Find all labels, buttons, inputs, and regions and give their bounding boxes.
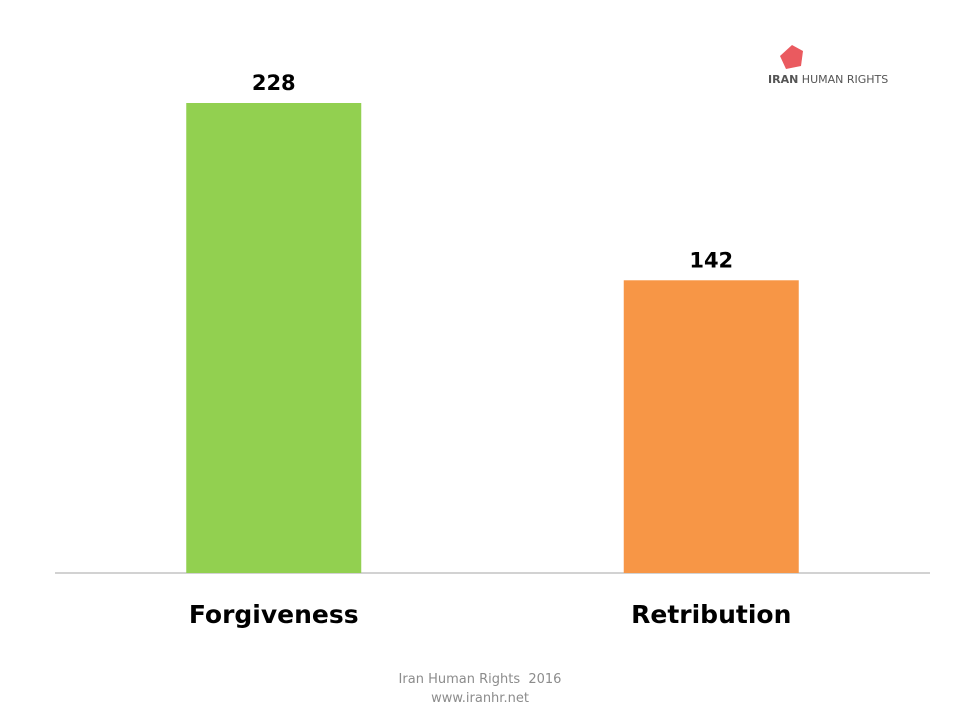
x-tick-label: Forgiveness [189,600,359,629]
data-label: 142 [689,248,733,272]
logo-mark [780,45,803,69]
footer-line: www.iranhr.net [431,691,529,706]
logo-text: IRAN HUMAN RIGHTS [768,73,888,86]
logo-rest: HUMAN RIGHTS [802,73,888,86]
bar [623,280,799,573]
x-tick-label: Retribution [631,600,791,629]
logo-bold: IRAN [768,73,798,86]
data-label: 228 [252,71,296,95]
bar [186,103,362,573]
footer-line: Iran Human Rights 2016 [399,672,562,687]
